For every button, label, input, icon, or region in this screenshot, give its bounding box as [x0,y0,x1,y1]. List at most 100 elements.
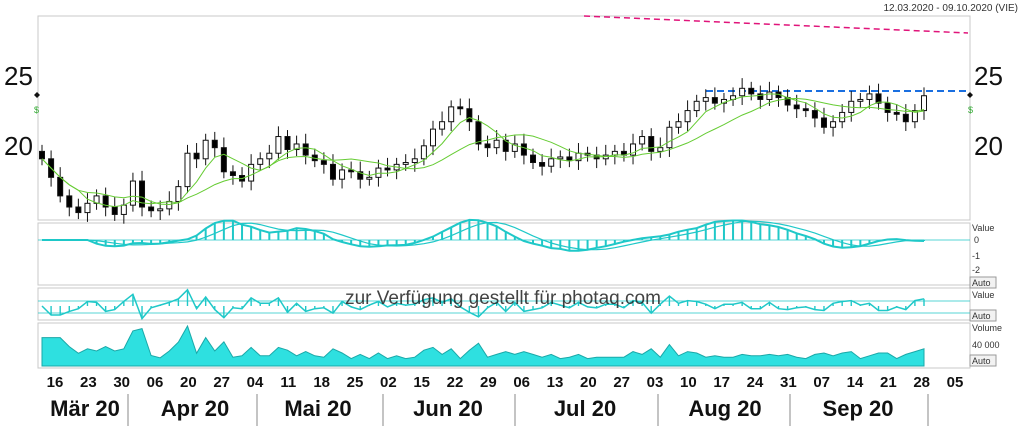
candle-body [402,162,409,165]
candle-body [657,147,664,152]
candle-body [166,200,173,210]
day-tick-label: 28 [913,374,930,391]
candle-body [357,171,364,180]
day-tick-label: 20 [180,374,197,391]
candle-body [866,93,873,100]
candle-body [484,143,491,149]
candle-body [248,163,255,182]
candle-body [793,104,800,110]
candle-body [675,121,682,128]
candle-body [411,158,418,164]
day-tick-label: 11 [280,374,296,391]
candle-body [711,97,718,104]
candle-body [175,186,182,202]
candle-body [220,147,227,173]
candle-body [66,195,73,208]
macd-value-label: Value [972,223,994,233]
day-tick-label: 25 [347,374,364,391]
moving-average-layer [41,93,925,208]
candle-body [84,202,91,214]
candle-body [302,143,309,156]
candle-body [566,156,573,162]
candle-body [139,180,146,208]
macd-auto-label: Auto [972,278,991,288]
candle-body [193,152,200,160]
candle-body [157,208,164,212]
candle-body [339,169,346,180]
month-label: Jun 20 [413,396,483,421]
candle-body [366,176,373,180]
price-tick-right-20: 20 [974,131,1003,161]
candle-body [293,143,300,151]
day-tick-label: 31 [780,374,797,391]
candle-body [693,100,700,112]
day-tick-label: 16 [47,374,64,391]
price-tick-left-20: 20 [4,131,33,161]
candle-body [802,108,809,112]
osc-auto-button[interactable] [969,309,997,322]
macd-auto-button[interactable] [969,276,997,289]
day-tick-label: 02 [380,374,397,391]
day-tick-label: 23 [80,374,97,391]
candle-body [111,206,118,215]
day-tick-label: 18 [313,374,330,391]
candle-body [384,167,391,171]
candle-body [875,93,882,104]
day-tick-label: 03 [647,374,664,391]
month-label: Jul 20 [554,396,616,421]
candle-body [39,150,45,160]
right-price-marker [967,92,973,98]
day-tick-label: 17 [713,374,730,391]
candle-body [202,139,209,160]
candle-body [530,154,537,164]
candle-body [539,162,546,167]
candle-body [702,97,709,102]
candle-body [830,121,837,128]
candle-body [375,167,382,178]
day-tick-label: 15 [413,374,430,391]
candle-body [857,98,864,102]
candle-body [666,126,673,149]
candle-body [148,206,155,212]
macd-tick-m1: -1 [972,251,980,261]
volume-area [41,324,925,367]
day-tick-label: 21 [880,374,897,391]
candle-body [921,95,927,112]
day-tick-label: 07 [813,374,830,391]
candle-body [266,152,273,160]
volume-label: Volume [972,323,1002,333]
left-dollar-marker: $ [34,105,39,115]
candle-body [275,136,282,154]
candle-body [739,87,746,97]
day-tick-label: 24 [747,374,764,391]
osc-line [41,288,925,321]
day-tick-label: 22 [447,374,464,391]
candle-body [520,143,527,156]
candle-body [684,110,691,123]
candle-body [348,169,355,173]
month-label: Aug 20 [688,396,761,421]
candle-body [911,110,918,123]
day-tick-label: 05 [947,374,964,391]
day-tick-label: 29 [480,374,497,391]
candle-body [811,110,818,119]
volume-layer [41,324,925,367]
candle-body [511,143,518,152]
ma-fast-line [41,93,925,208]
candles-layer [39,78,927,224]
right-dollar-marker: $ [968,105,973,115]
day-tick-label: 30 [113,374,130,391]
date-range: 12.03.2020 - 09.10.2020 (VIE) [883,3,1018,14]
candle-body [184,152,191,188]
macd-tick-0: 0 [974,235,979,245]
candle-body [211,139,218,149]
candle-body [748,87,755,95]
candle-body [120,204,127,215]
volume-auto-button[interactable] [969,354,997,367]
candle-body [757,93,764,100]
candle-body [639,136,646,145]
candle-body [648,136,655,152]
macd-panel-frame [37,222,971,286]
oscillator-layer [38,288,970,321]
day-tick-label: 10 [680,374,697,391]
